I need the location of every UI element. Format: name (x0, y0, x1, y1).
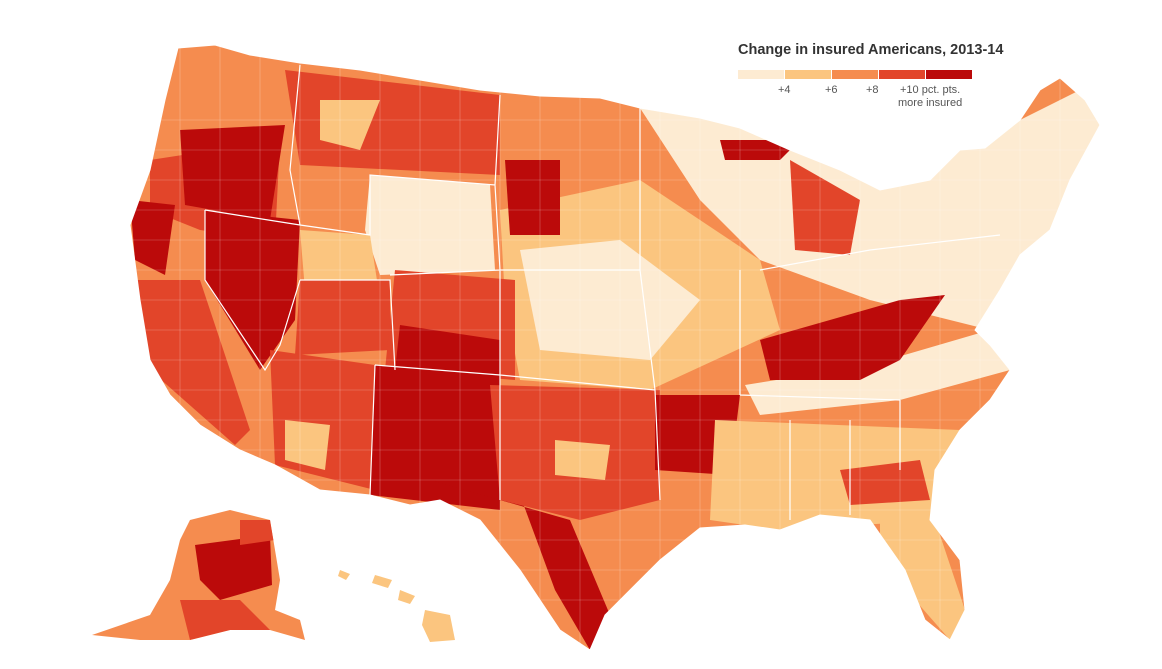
legend-tick-10: +10 pct. pts. more insured (898, 84, 962, 110)
legend-swatch-bin-4 (926, 70, 972, 79)
legend-tick-4: +4 (778, 84, 791, 96)
legend-swatch-bin-2 (832, 70, 878, 79)
alaska (92, 510, 305, 640)
legend-swatch-bin-1 (785, 70, 831, 79)
hawaii (338, 570, 455, 642)
legend-title: Change in insured Americans, 2013-14 (738, 42, 1004, 58)
legend-tick-10-line2: more insured (898, 97, 963, 109)
legend-ticks: +4 +6 +8 +10 pct. pts. more insured (738, 84, 978, 118)
legend-tick-10-line1: +10 pct. pts. (899, 84, 961, 96)
legend-swatch-bin-3 (879, 70, 925, 79)
legend-swatch-bin-0 (738, 70, 784, 79)
legend-tick-6: +6 (825, 84, 838, 96)
map-legend: Change in insured Americans, 2013-14 +4 … (738, 42, 1004, 118)
legend-tick-8: +8 (866, 84, 879, 96)
legend-color-bar (738, 70, 978, 79)
